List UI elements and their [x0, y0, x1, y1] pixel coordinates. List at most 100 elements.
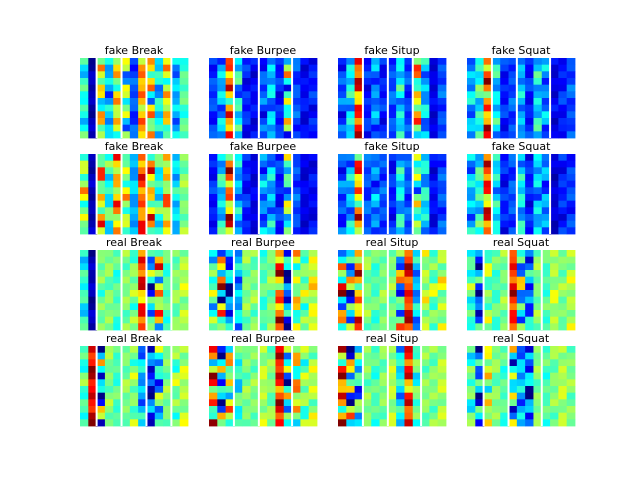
heatmap-cell — [500, 303, 509, 311]
heatmap-cell — [250, 366, 260, 374]
heatmap-cell — [292, 263, 301, 271]
heatmap-cell — [275, 207, 285, 215]
heatmap-cell — [371, 207, 380, 215]
heatmap-cell — [171, 406, 181, 414]
heatmap-cell — [275, 91, 285, 99]
heatmap-cell — [550, 270, 559, 278]
heatmap-cell — [300, 250, 310, 258]
heatmap-cell — [412, 352, 422, 360]
heatmap-cell — [242, 366, 251, 374]
heatmap-cell — [225, 310, 235, 318]
heatmap-cell — [396, 124, 405, 132]
heatmap-cell — [437, 104, 447, 112]
heatmap-cell — [129, 263, 139, 271]
heatmap-cell — [362, 352, 372, 360]
heatmap-cell — [308, 290, 318, 298]
heatmap-cell — [233, 91, 243, 99]
heatmap-cell — [308, 250, 318, 258]
heatmap-cell — [121, 167, 131, 175]
heatmap-cell — [362, 270, 372, 278]
heatmap-cell — [300, 187, 310, 195]
heatmap-cell — [113, 290, 122, 298]
heatmap-cell — [437, 167, 447, 175]
heatmap-cell — [96, 58, 106, 66]
heatmap-cell — [225, 372, 235, 380]
heatmap-cell — [267, 71, 276, 79]
heatmap-cell — [80, 296, 89, 304]
heatmap-cell — [233, 406, 243, 414]
heatmap-cell — [421, 131, 430, 139]
heatmap-cell — [267, 200, 276, 208]
channel-separator — [411, 154, 414, 234]
heatmap-cell — [283, 71, 293, 79]
heatmap-cell — [275, 399, 285, 407]
heatmap-cell — [500, 346, 509, 354]
heatmap-cell — [467, 372, 476, 380]
heatmap-cell — [209, 372, 218, 380]
heatmap-cell — [292, 194, 301, 202]
heatmap-cell — [404, 250, 414, 258]
heatmap-cell — [250, 406, 260, 414]
heatmap-cell — [541, 84, 551, 92]
heatmap-cell — [242, 174, 251, 182]
heatmap-cell — [516, 283, 526, 291]
heatmap-cell — [467, 64, 476, 72]
heatmap-cell — [362, 310, 372, 318]
heatmap-cell — [283, 104, 293, 112]
heatmap-cell — [429, 98, 439, 106]
heatmap-cell — [163, 84, 172, 92]
heatmap-cell — [354, 406, 364, 414]
heatmap-cell — [475, 346, 485, 354]
heatmap-cell — [209, 180, 218, 188]
heatmap-cell — [300, 111, 310, 119]
heatmap-cell — [104, 227, 114, 235]
heatmap-cell — [516, 118, 526, 126]
heatmap-cell — [258, 263, 268, 271]
channel-separator — [120, 250, 123, 330]
heatmap-cell — [163, 98, 172, 106]
heatmap-cell — [113, 359, 122, 367]
heatmap-cell — [113, 310, 122, 318]
heatmap-cell — [338, 124, 347, 132]
heatmap-cell — [258, 118, 268, 126]
heatmap-cell — [346, 227, 356, 235]
heatmap-cell — [88, 352, 98, 360]
heatmap-cell — [96, 276, 106, 284]
heatmap-cell — [300, 200, 310, 208]
heatmap-cell — [566, 207, 576, 215]
heatmap-cell — [421, 64, 430, 72]
heatmap-cell — [467, 71, 476, 79]
heatmap-cell — [233, 386, 243, 394]
heatmap-cell — [171, 386, 181, 394]
heatmap-cell — [491, 346, 501, 354]
heatmap-cell — [242, 263, 251, 271]
heatmap-cell — [283, 310, 293, 318]
heatmap-cell — [88, 296, 98, 304]
heatmap-cell — [566, 160, 576, 168]
heatmap-cell — [138, 379, 147, 387]
heatmap-cell — [371, 78, 380, 86]
heatmap-cell — [225, 187, 235, 195]
heatmap-cell — [80, 419, 89, 427]
heatmap-cell — [525, 296, 534, 304]
heatmap-cell — [88, 386, 98, 394]
heatmap-cell — [566, 263, 576, 271]
heatmap-cell — [146, 64, 156, 72]
heatmap-cell — [129, 167, 139, 175]
heatmap-cell — [362, 124, 372, 132]
heatmap-cell — [429, 71, 439, 79]
heatmap-cell — [217, 160, 227, 168]
heatmap-cell — [179, 310, 189, 318]
heatmap-cell — [371, 256, 380, 264]
heatmap-cell — [171, 263, 181, 271]
heatmap-cell — [491, 154, 501, 162]
heatmap-cell — [354, 283, 364, 291]
heatmap-cell — [308, 323, 318, 331]
heatmap-cell — [525, 180, 534, 188]
heatmap-cell — [421, 58, 430, 66]
heatmap-cell — [275, 187, 285, 195]
heatmap-cell — [233, 71, 243, 79]
heatmap-cell — [104, 250, 114, 258]
heatmap-cell — [217, 220, 227, 228]
heatmap-cell — [525, 98, 534, 106]
